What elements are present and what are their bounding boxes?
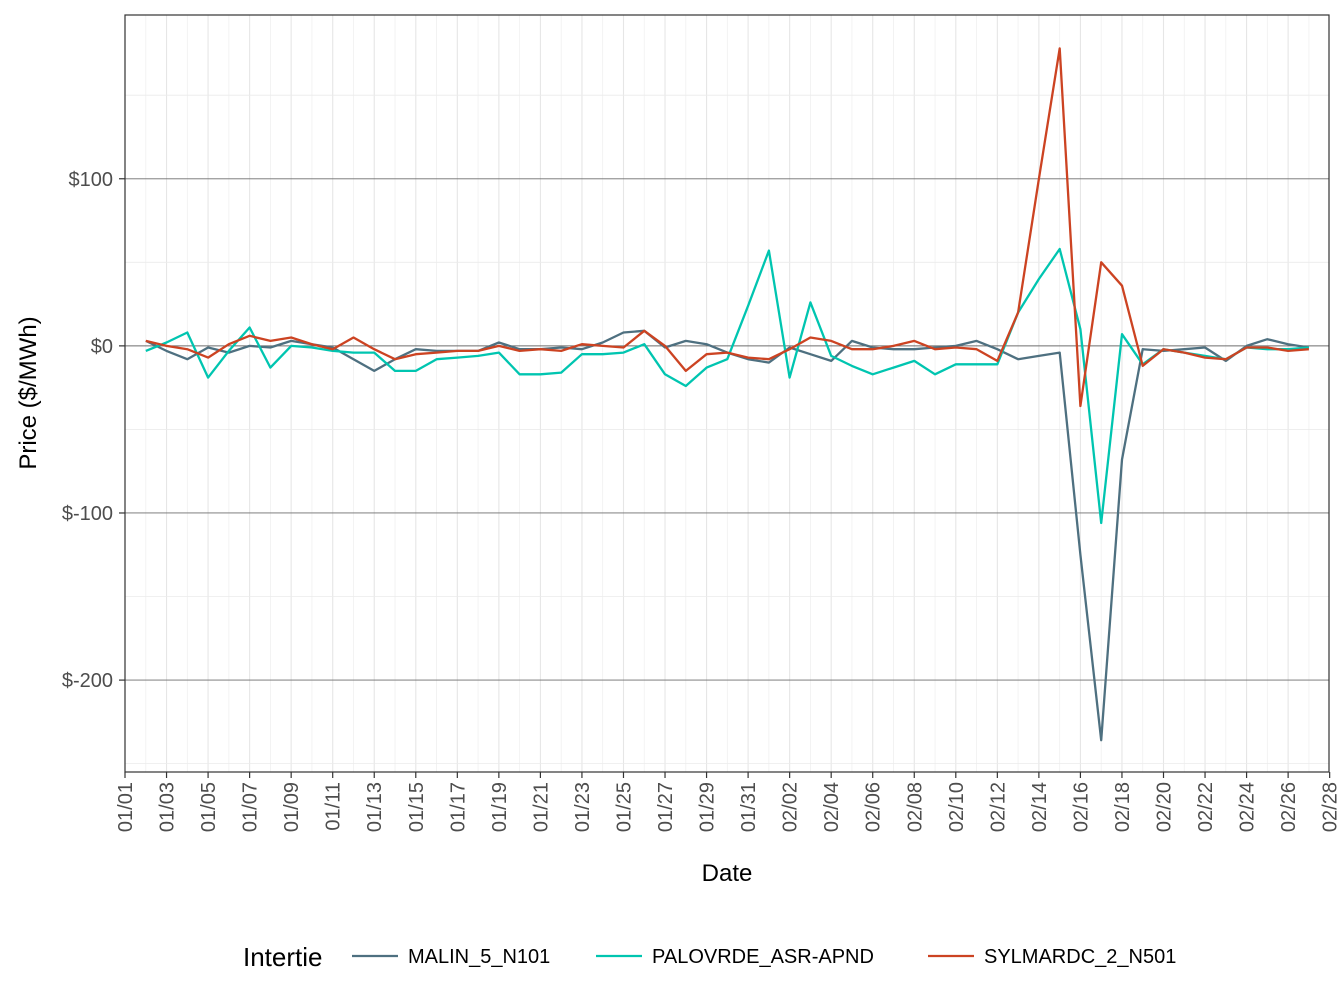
- plot-border: [124, 14, 1330, 773]
- x-tick-label: 02/06: [863, 782, 885, 832]
- x-tick-label: 02/08: [904, 782, 926, 832]
- y-tick-label: $0: [91, 336, 113, 358]
- x-tick-label: 02/18: [1112, 782, 1134, 832]
- series-line-sylmardc-2-n501: [145, 47, 1309, 408]
- x-tick-label: 01/13: [364, 782, 386, 832]
- legend-label: MALIN_5_N101: [408, 946, 550, 968]
- legend-title: Intertie: [243, 942, 323, 972]
- x-tick-label: 02/26: [1278, 782, 1300, 832]
- x-tick-label: 01/17: [447, 782, 469, 832]
- x-axis: 01/01 01/03 01/05 01/07 01/09 01/11 01/13 01/15…: [115, 772, 1342, 832]
- y-axis: $100 $0 $-100 $-200: [62, 169, 125, 692]
- legend-label: SYLMARDC_2_N501: [984, 946, 1176, 968]
- y-axis-title: Price ($/MWh): [15, 316, 42, 469]
- series-lines: [145, 47, 1310, 742]
- x-tick-label: 01/25: [613, 782, 635, 832]
- y-tick-label: $100: [69, 169, 114, 191]
- x-axis-title: Date: [702, 860, 753, 887]
- x-tick-label: 01/11: [323, 782, 345, 831]
- x-tick-label: 02/24: [1237, 782, 1259, 832]
- x-tick-label: 01/29: [697, 782, 719, 832]
- x-tick-label: 01/31: [738, 782, 760, 832]
- x-tick-label: 01/21: [530, 782, 552, 832]
- x-tick-label: 01/05: [198, 782, 220, 832]
- x-tick-label: 02/22: [1195, 782, 1217, 832]
- x-tick-label: 01/09: [281, 782, 303, 832]
- x-tick-label: 01/03: [157, 782, 179, 832]
- y-tick-label: $-200: [62, 670, 113, 692]
- x-tick-label: 01/27: [655, 782, 677, 832]
- x-tick-label: 02/10: [946, 782, 968, 832]
- x-tick-label: 02/28: [1320, 782, 1342, 832]
- series-line-palovrde-asr-apnd: [145, 247, 1309, 525]
- grid-lines: [124, 15, 1329, 772]
- x-tick-label: 01/19: [489, 782, 511, 832]
- y-tick-label: $-100: [62, 503, 113, 525]
- x-tick-label: 01/23: [572, 782, 594, 832]
- x-tick-label: 02/02: [780, 782, 802, 832]
- legend: Intertie MALIN_5_N101 PALOVRDE_ASR-APND SY…: [243, 942, 1176, 972]
- x-tick-label: 01/01: [115, 782, 137, 832]
- x-tick-label: 02/20: [1154, 782, 1176, 832]
- x-tick-label: 02/04: [821, 782, 843, 832]
- x-tick-label: 02/14: [1029, 782, 1051, 832]
- x-tick-label: 02/16: [1070, 782, 1092, 832]
- x-tick-label: 01/07: [240, 782, 262, 832]
- legend-label: PALOVRDE_ASR-APND: [652, 946, 874, 968]
- x-tick-label: 01/15: [406, 782, 428, 832]
- x-tick-label: 02/12: [987, 782, 1009, 832]
